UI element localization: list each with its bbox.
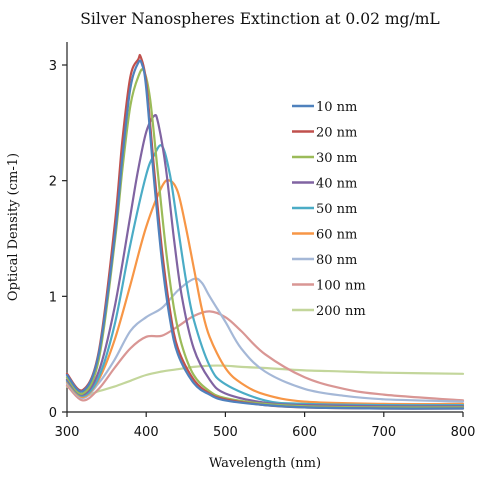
y-ticks: 0 1 2 3 (49, 59, 67, 421)
series-line-100-nm (65, 310, 465, 402)
chart-title: Silver Nanospheres Extinction at 0.02 mg… (80, 10, 439, 28)
x-tick-label: 700 (371, 425, 396, 440)
legend: 10 nm 20 nm 30 nm 40 nm 50 nm 60 nm 80 nm 100 n… (292, 100, 366, 319)
legend-label-200-nm: 200 nm (316, 304, 366, 319)
x-tick-label: 600 (292, 425, 317, 440)
legend-label-50-nm: 50 nm (316, 202, 357, 217)
x-ticks: 300 400 500 600 700 800 (55, 412, 476, 440)
x-tick-label: 500 (213, 425, 238, 440)
series-line-60-nm (65, 178, 465, 406)
axes (66, 42, 463, 413)
y-tick-label: 2 (49, 175, 57, 190)
legend-label-20-nm: 20 nm (316, 126, 357, 141)
series-line-40-nm (65, 114, 465, 408)
y-tick-label: 1 (49, 290, 57, 305)
series-line-50-nm (65, 144, 465, 407)
legend-label-60-nm: 60 nm (316, 228, 357, 243)
series-line-80-nm (65, 277, 465, 403)
x-axis-title: Wavelength (nm) (209, 456, 321, 471)
y-tick-label: 0 (49, 406, 57, 421)
series-line-10-nm (65, 59, 465, 410)
y-tick-label: 3 (49, 59, 57, 74)
series-lines (65, 53, 465, 410)
legend-label-100-nm: 100 nm (316, 279, 366, 294)
series-line-200-nm (65, 364, 465, 397)
legend-label-80-nm: 80 nm (316, 253, 357, 268)
x-tick-label: 300 (55, 425, 80, 440)
legend-label-10-nm: 10 nm (316, 100, 357, 115)
legend-label-30-nm: 30 nm (316, 151, 357, 166)
x-tick-label: 800 (451, 425, 476, 440)
legend-label-40-nm: 40 nm (316, 177, 357, 192)
x-tick-label: 400 (134, 425, 159, 440)
y-axis-title: Optical Density (cm-1) (6, 153, 21, 301)
